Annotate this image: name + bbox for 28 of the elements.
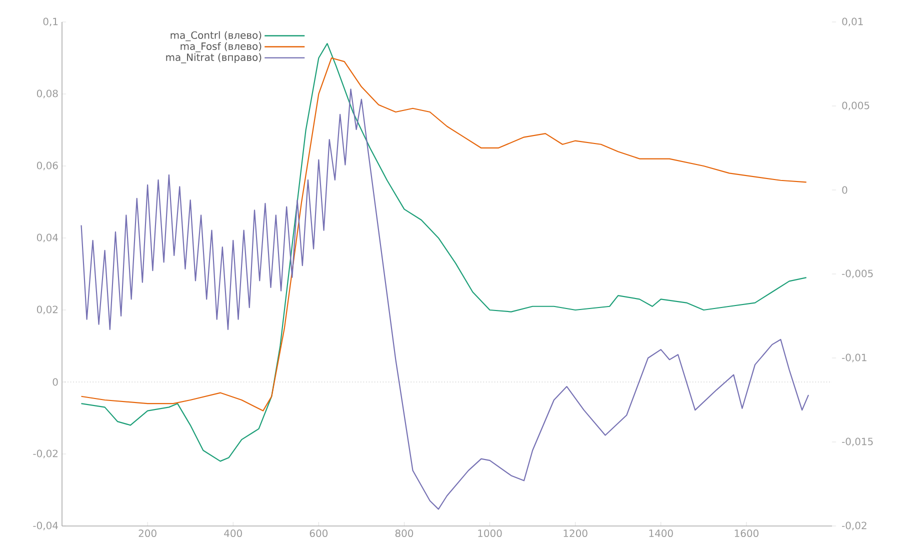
y-tick-label: 0,1 <box>43 18 58 26</box>
y-tick-label: 0,06 <box>36 162 58 170</box>
line-series <box>80 43 807 462</box>
legend-label: ma_Fosf (влево) <box>180 42 262 52</box>
y2-tick-label: 0,01 <box>842 18 863 26</box>
x-tick-label: 600 <box>310 529 328 538</box>
y2-tick-label: -0,01 <box>842 354 866 362</box>
y2-tick-label: 0 <box>842 186 848 194</box>
x-tick-label: 1600 <box>734 529 758 538</box>
x-tick-label: 200 <box>138 529 156 538</box>
y-tick-label: 0,04 <box>36 234 58 242</box>
y-tick-label: -0,02 <box>33 450 58 458</box>
x-tick-label: 800 <box>395 529 414 538</box>
legend-label: ma_Contrl (влево) <box>170 31 262 42</box>
y2-tick-label: 0,005 <box>842 102 870 110</box>
y2-tick-label: -0,015 <box>842 438 873 446</box>
y2-tick-label: -0,005 <box>842 270 873 278</box>
y-tick-label: 0 <box>52 378 58 386</box>
line-series <box>80 88 810 510</box>
y2-tick-label: -0,02 <box>842 522 866 530</box>
y-tick-label: 0,02 <box>36 306 58 314</box>
y-tick-label: 0,08 <box>36 90 58 98</box>
y-tick-label: -0,04 <box>33 522 58 530</box>
x-tick-label: 1000 <box>478 529 502 538</box>
legend-label: ma_Nitrat (вправо) <box>166 53 262 64</box>
x-tick-label: 1200 <box>564 529 588 538</box>
x-tick-label: 1400 <box>649 529 673 538</box>
x-tick-label: 400 <box>224 529 242 538</box>
